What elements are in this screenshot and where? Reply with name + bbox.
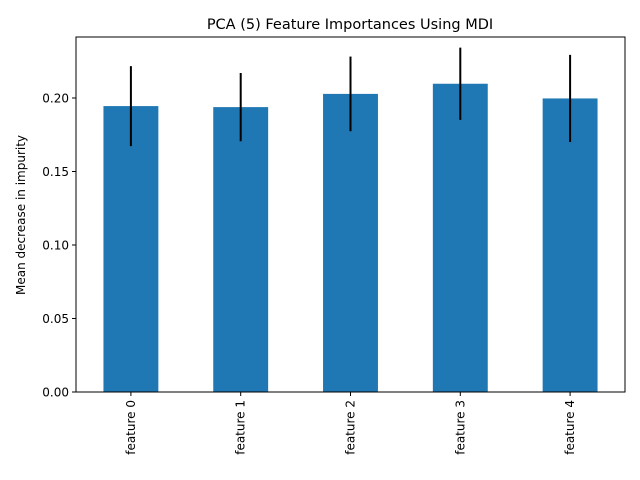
axes-frame bbox=[75, 36, 626, 393]
y-tick-label-2: 0.10 bbox=[42, 239, 69, 253]
x-tick-label-0: feature 0 bbox=[124, 400, 138, 455]
x-tick-label-4: feature 4 bbox=[563, 400, 577, 455]
y-axis-label: Mean decrease in impurity bbox=[14, 135, 28, 295]
x-ticks-group: feature 0 feature 1 feature 2 feature 3 feat… bbox=[124, 392, 577, 455]
x-tick-label-3: feature 3 bbox=[453, 400, 467, 455]
x-tick-label-2: feature 2 bbox=[344, 400, 358, 455]
errorbars-group bbox=[129, 47, 572, 147]
y-tick-label-0: 0.00 bbox=[42, 386, 69, 400]
bar-2 bbox=[323, 93, 378, 393]
y-tick-label-3: 0.15 bbox=[42, 165, 69, 179]
bar-0 bbox=[103, 106, 159, 393]
bar-3 bbox=[432, 83, 488, 393]
chart-title: PCA (5) Feature Importances Using MDI bbox=[207, 17, 493, 33]
y-tick-label-4: 0.20 bbox=[42, 92, 69, 106]
bars-group bbox=[103, 83, 598, 393]
y-ticks-group: 0.00 0.05 0.10 0.15 0.20 bbox=[42, 92, 76, 400]
axes-border bbox=[75, 36, 626, 393]
bar-1 bbox=[213, 107, 269, 392]
y-tick-label-1: 0.05 bbox=[42, 312, 69, 326]
x-tick-label-1: feature 1 bbox=[234, 400, 248, 455]
bar-4 bbox=[542, 98, 598, 393]
